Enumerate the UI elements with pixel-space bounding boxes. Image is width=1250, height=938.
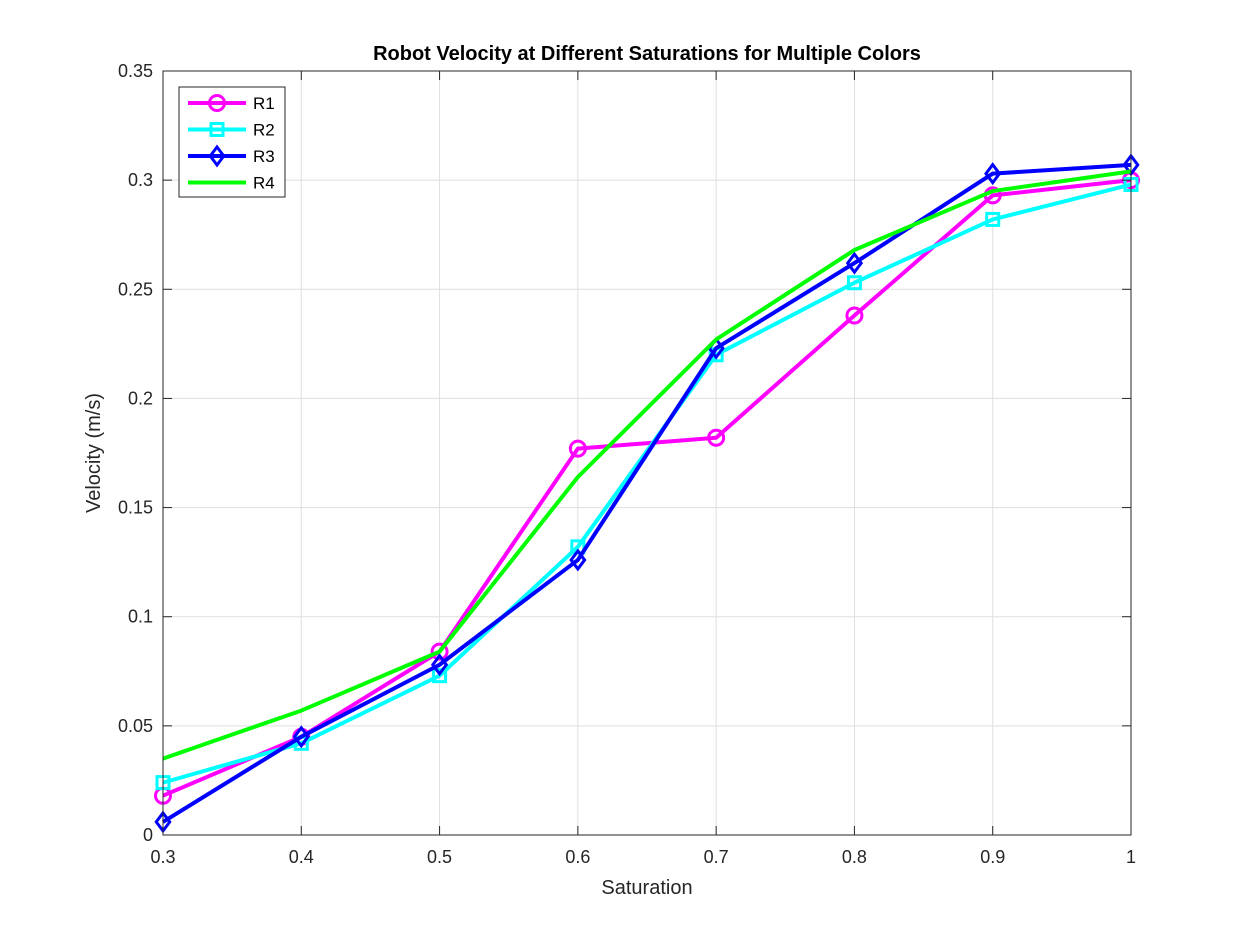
legend-label: R2: [253, 121, 275, 140]
series-line-r3: [161, 162, 1132, 824]
plot-frame: [162, 70, 1132, 836]
x-tick-labels: 0.3 0.4 0.5 0.6 0.7 0.8 0.9 1: [150, 847, 1136, 867]
legend-label: R4: [253, 174, 275, 193]
tick-marks: [162, 70, 1132, 836]
y-tick-label: 0.2: [128, 388, 153, 408]
data-point-r3: [292, 725, 310, 749]
y-tick-label: 0.25: [118, 279, 153, 299]
series-r4: [162, 169, 1132, 761]
legend: R1 R2 R3 R4: [178, 86, 286, 198]
y-tick-label: 0.05: [118, 716, 153, 736]
legend-box: [178, 86, 286, 198]
data-point-r2: [985, 211, 1001, 227]
x-tick-label: 0.5: [427, 847, 452, 867]
data-point-r2: [846, 275, 862, 291]
legend-marker: [209, 122, 225, 137]
data-point-r2: [432, 668, 448, 684]
y-tick-label: 0.15: [118, 498, 153, 518]
x-tick-label: 0.9: [980, 847, 1005, 867]
data-point-r1: [707, 428, 726, 447]
x-tick-label: 0.4: [289, 847, 314, 867]
y-tick-label: 0.1: [128, 607, 153, 627]
chart-title: Robot Velocity at Different Saturations …: [373, 43, 921, 65]
y-tick-label: 0: [143, 825, 153, 845]
data-point-r1: [845, 306, 864, 325]
y-axis-title: Velocity (m/s): [83, 393, 105, 513]
data-point-r1: [568, 439, 587, 458]
data-point-r1: [430, 642, 449, 661]
y-tick-labels: 0 0.05 0.1 0.15 0.2 0.25 0.3 0.35: [118, 61, 153, 845]
data-point-r3: [569, 548, 587, 572]
x-tick-label: 0.6: [565, 847, 590, 867]
x-tick-label: 0.7: [704, 847, 729, 867]
x-tick-label: 0.3: [150, 847, 175, 867]
x-tick-label: 1: [1126, 847, 1136, 867]
legend-entry-r2: R2: [188, 121, 275, 140]
data-point-r3: [845, 251, 864, 275]
data-point-r3: [984, 162, 1002, 186]
y-tick-label: 0.35: [118, 61, 153, 81]
legend-entry-r3: R3: [188, 144, 275, 168]
legend-label: R3: [253, 147, 275, 166]
legend-marker: [208, 144, 226, 168]
x-tick-label: 0.8: [842, 847, 867, 867]
legend-entry-r4: R4: [188, 174, 275, 193]
data-point-r3: [430, 653, 449, 677]
y-tick-label: 0.3: [128, 170, 153, 190]
series-layer: [154, 153, 1140, 834]
legend-entry-r1: R1: [188, 94, 275, 113]
x-axis-title: Saturation: [601, 877, 692, 899]
legend-marker: [208, 94, 226, 112]
legend-label: R1: [253, 94, 275, 113]
series-line-r4: [162, 169, 1132, 761]
